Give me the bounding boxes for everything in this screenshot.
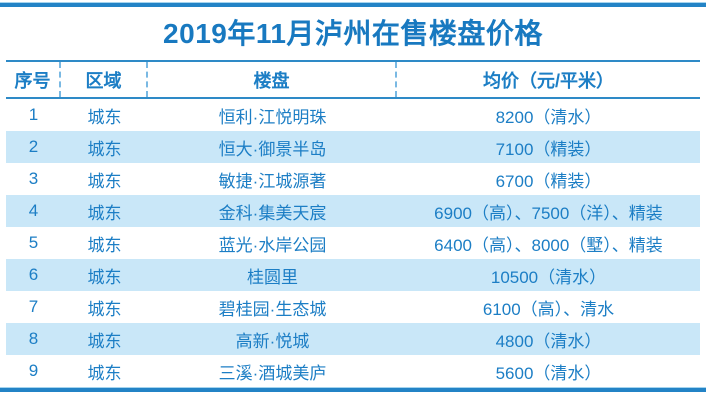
cell-estate: 高新·悦城 xyxy=(235,331,310,351)
cell-index: 3 xyxy=(28,169,39,188)
cell-estate: 恒大·御景半岛 xyxy=(218,139,327,159)
cell-price: 10500（清水） xyxy=(490,267,607,287)
header-region: 区域 xyxy=(61,62,148,97)
cell-estate: 桂圆里 xyxy=(247,267,298,287)
table-row: 3 城东 敏捷·江城源著 6700（精装） xyxy=(6,163,700,195)
table-row: 4 城东 金科·集美天宸 6900（高）、7500（洋）、精装 xyxy=(6,195,700,227)
cell-region: 城东 xyxy=(87,203,122,223)
cell-estate: 恒利·江悦明珠 xyxy=(218,107,327,127)
table-row: 2 城东 恒大·御景半岛 7100（精装） xyxy=(6,131,700,163)
cell-region: 城东 xyxy=(87,299,122,319)
cell-region: 城东 xyxy=(87,267,122,287)
cell-region: 城东 xyxy=(87,171,122,191)
header-index: 序号 xyxy=(6,62,61,97)
cell-index: 2 xyxy=(28,137,39,156)
cell-index: 6 xyxy=(28,265,39,284)
table-row: 6 城东 桂圆里 10500（清水） xyxy=(6,259,700,291)
cell-index: 9 xyxy=(28,361,39,380)
cell-estate: 碧桂园·生态城 xyxy=(218,299,327,319)
cell-price: 7100（精装） xyxy=(495,139,602,159)
table-row: 7 城东 碧桂园·生态城 6100（高）、清水 xyxy=(6,291,700,323)
cell-estate: 三溪·酒城美庐 xyxy=(218,363,327,383)
top-divider xyxy=(0,2,706,7)
table-row: 5 城东 蓝光·水岸公园 6400（高）、8000（墅）、精装 xyxy=(6,227,700,259)
header-bottom-rule xyxy=(6,97,700,99)
cell-price: 8200（清水） xyxy=(495,107,602,127)
cell-price: 4800（清水） xyxy=(495,331,602,351)
cell-price: 6700（精装） xyxy=(495,171,602,191)
table-header-row: 序号 区域 楼盘 均价（元/平米） xyxy=(6,62,700,97)
cell-price: 6900（高）、7500（洋）、精装 xyxy=(434,203,663,223)
bottom-divider xyxy=(0,387,706,392)
table-row: 1 城东 恒利·江悦明珠 8200（清水） xyxy=(6,99,700,131)
cell-price: 6400（高）、8000（墅）、精装 xyxy=(434,235,663,255)
cell-region: 城东 xyxy=(87,363,122,383)
cell-index: 1 xyxy=(28,105,39,124)
page-title: 2019年11月泸州在售楼盘价格 xyxy=(163,18,543,49)
cell-price: 5600（清水） xyxy=(495,363,602,383)
cell-region: 城东 xyxy=(87,139,122,159)
table-row: 8 城东 高新·悦城 4800（清水） xyxy=(6,323,700,355)
header-price: 均价（元/平米） xyxy=(482,70,614,91)
cell-index: 8 xyxy=(28,329,39,348)
header-estate: 楼盘 xyxy=(148,62,397,97)
cell-estate: 敏捷·江城源著 xyxy=(218,171,327,191)
cell-region: 城东 xyxy=(87,235,122,255)
header-top-rule xyxy=(6,60,700,62)
cell-price: 6100（高）、清水 xyxy=(482,299,615,319)
table-row: 9 城东 三溪·酒城美庐 5600（清水） xyxy=(6,355,700,387)
cell-index: 4 xyxy=(28,201,39,220)
cell-index: 7 xyxy=(28,297,39,316)
cell-region: 城东 xyxy=(87,331,122,351)
cell-estate: 蓝光·水岸公园 xyxy=(218,235,327,255)
cell-region: 城东 xyxy=(87,107,122,127)
price-table: 序号 区域 楼盘 均价（元/平米） 1 城东 恒利·江悦明珠 8200（清水） … xyxy=(6,60,700,387)
cell-estate: 金科·集美天宸 xyxy=(218,203,327,223)
cell-index: 5 xyxy=(28,233,39,252)
